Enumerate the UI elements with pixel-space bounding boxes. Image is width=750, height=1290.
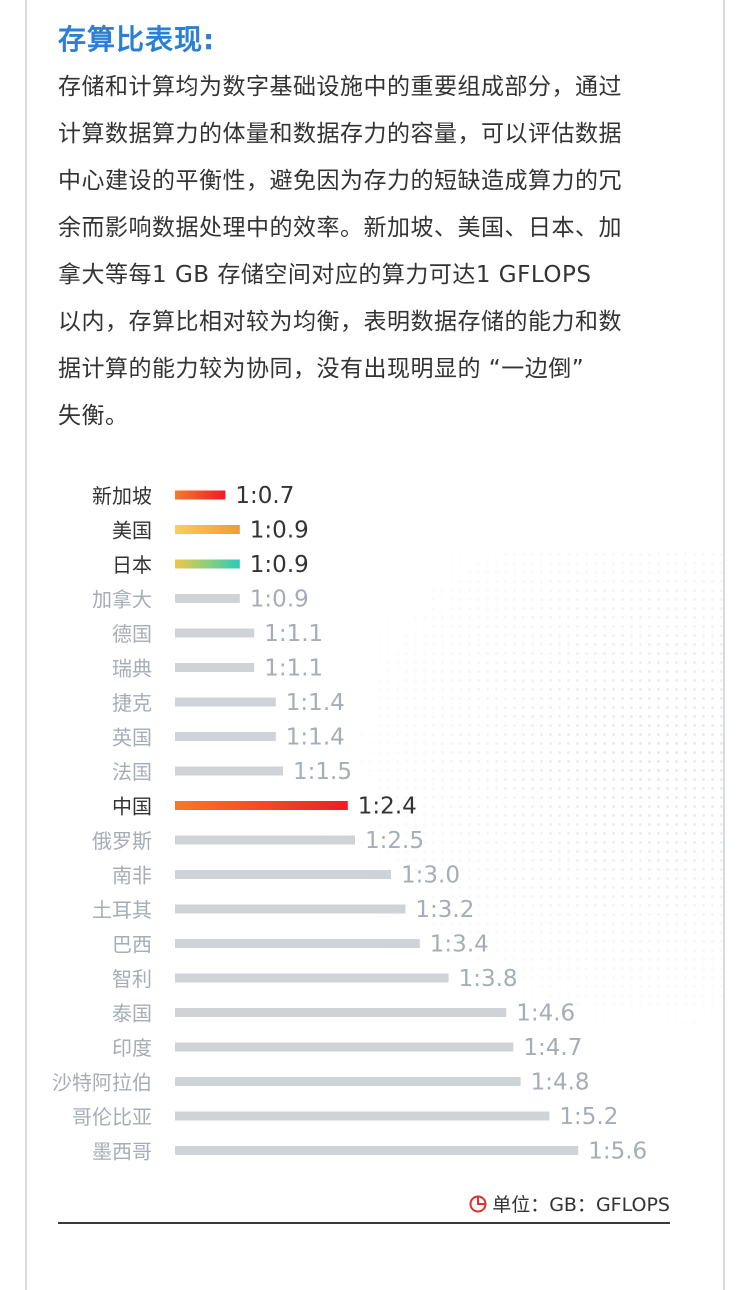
value-label: 1:3.4 <box>430 932 489 958</box>
unit-note: 单位：GB：GFLOPS <box>468 1190 670 1217</box>
category-label: 新加坡 <box>92 484 152 508</box>
category-label: 中国 <box>112 795 152 819</box>
bar <box>175 663 255 672</box>
bar <box>175 801 348 810</box>
category-label: 日本 <box>112 553 152 577</box>
value-label: 1:4.8 <box>531 1070 590 1096</box>
bar <box>175 870 391 879</box>
value-label: 1:1.5 <box>293 759 352 785</box>
value-label: 1:3.2 <box>415 897 474 923</box>
value-label: 1:1.1 <box>264 656 323 682</box>
category-label: 瑞典 <box>112 657 152 681</box>
bar <box>175 732 276 741</box>
bar <box>175 766 283 776</box>
value-label: 1:3.8 <box>459 966 518 992</box>
section-paragraph: 存储和计算均为数字基础设施中的重要组成部分，通过 计算数据算力的体量和数据存力的… <box>58 64 688 440</box>
paragraph-line: 拿大等每1 GB 存储空间对应的算力可达1 GFLOPS <box>58 262 592 288</box>
category-label: 巴西 <box>112 933 152 957</box>
category-label: 俄罗斯 <box>92 829 152 853</box>
category-label: 智利 <box>112 967 152 991</box>
value-label: 1:1.4 <box>286 725 345 751</box>
bar <box>175 973 449 983</box>
storage-compute-ratio-chart: 新加坡 1:0.7 美国 1:0.9 日本 1:0.9 加拿大 1:0.9 德国 1:1.1 瑞典 1… <box>52 483 647 1165</box>
category-label: 印度 <box>112 1036 152 1060</box>
bar <box>175 1111 550 1121</box>
value-label: 1:0.9 <box>250 552 309 578</box>
paragraph-line: 存储和计算均为数字基础设施中的重要组成部分，通过 <box>58 74 622 100</box>
value-label: 1:2.5 <box>365 828 424 854</box>
bar <box>175 1077 521 1086</box>
bar <box>175 628 255 638</box>
bottom-divider <box>58 1222 670 1224</box>
bar <box>175 1042 514 1052</box>
value-label: 1:5.2 <box>559 1104 618 1130</box>
bar <box>175 525 240 534</box>
category-label: 哥伦比亚 <box>72 1105 152 1129</box>
bar <box>175 1146 579 1155</box>
section-title: 存算比表现: <box>58 23 216 56</box>
bar <box>175 697 276 707</box>
bar <box>175 594 240 603</box>
bar <box>175 559 240 569</box>
category-label: 美国 <box>112 519 152 543</box>
bar <box>175 904 406 914</box>
paragraph-line: 失衡。 <box>58 403 129 429</box>
paragraph-line: 据计算的能力较为协同，没有出现明显的 “一边倒” <box>58 356 585 382</box>
category-label: 德国 <box>112 622 152 646</box>
value-label: 1:4.6 <box>516 1001 575 1027</box>
value-label: 1:0.7 <box>235 483 294 509</box>
value-label: 1:1.4 <box>286 690 345 716</box>
value-label: 1:0.9 <box>250 587 309 613</box>
category-label: 沙特阿拉伯 <box>52 1071 152 1095</box>
value-label: 1:0.9 <box>250 518 309 544</box>
paragraph-line: 以内，存算比相对较为均衡，表明数据存储的能力和数 <box>58 309 622 335</box>
bar <box>175 939 420 948</box>
bar <box>175 1008 507 1017</box>
paragraph-line: 中心建设的平衡性，避免因为存力的短缺造成算力的冗 <box>58 168 622 194</box>
bar <box>175 490 226 500</box>
value-label: 1:4.7 <box>523 1035 582 1061</box>
value-label: 1:5.6 <box>588 1139 647 1165</box>
category-label: 泰国 <box>112 1002 152 1026</box>
category-label: 英国 <box>112 726 152 750</box>
paragraph-line: 余而影响数据处理中的效率。新加坡、美国、日本、加 <box>58 215 622 241</box>
category-label: 加拿大 <box>92 588 152 612</box>
category-label: 捷克 <box>112 691 152 715</box>
value-label: 1:2.4 <box>358 794 417 820</box>
bar <box>175 835 355 845</box>
unit-text: 单位：GB：GFLOPS <box>492 1194 670 1216</box>
category-label: 南非 <box>112 864 152 888</box>
value-label: 1:3.0 <box>401 863 460 889</box>
pie-chart-icon <box>469 1195 487 1212</box>
category-label: 法国 <box>112 760 152 784</box>
category-label: 土耳其 <box>92 898 152 922</box>
value-label: 1:1.1 <box>264 621 323 647</box>
category-label: 墨西哥 <box>92 1140 152 1164</box>
paragraph-line: 计算数据算力的体量和数据存力的容量，可以评估数据 <box>58 121 622 147</box>
